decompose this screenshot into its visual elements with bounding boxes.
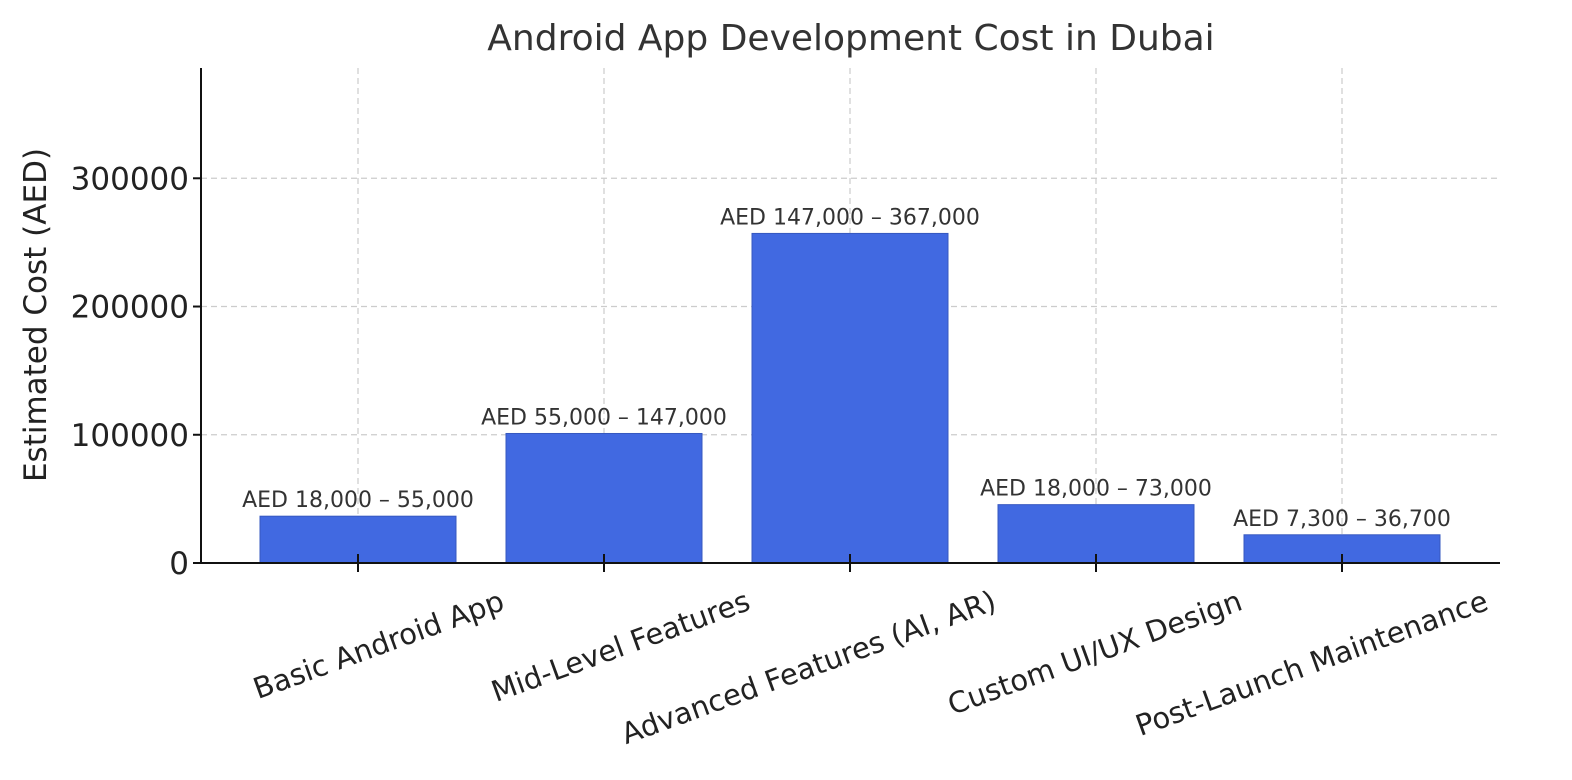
bar-data-label: AED 18,000 – 55,000 (242, 488, 474, 513)
bar (997, 504, 1195, 564)
bar (751, 232, 949, 564)
bar-data-label: AED 147,000 – 367,000 (720, 205, 980, 230)
data-labels: AED 18,000 – 55,000 AED 55,000 – 147,000 A… (242, 205, 1451, 531)
y-tick-label: 200000 (71, 290, 189, 326)
x-category-label: Basic Android App (249, 584, 509, 706)
y-tick-label: 0 (169, 546, 189, 582)
bar-data-label: AED 55,000 – 147,000 (481, 405, 727, 430)
bars (259, 232, 1441, 564)
bar-data-label: AED 18,000 – 73,000 (980, 477, 1212, 502)
y-axis-label: Estimated Cost (AED) (18, 148, 54, 482)
bar (505, 432, 703, 564)
y-tick-label: 100000 (71, 418, 189, 454)
y-tick-label: 300000 (71, 161, 189, 197)
y-ticks: 0 100000 200000 300000 (71, 161, 201, 582)
chart-title: Android App Development Cost in Dubai (487, 18, 1214, 59)
bar-data-label: AED 7,300 – 36,700 (1233, 507, 1451, 532)
